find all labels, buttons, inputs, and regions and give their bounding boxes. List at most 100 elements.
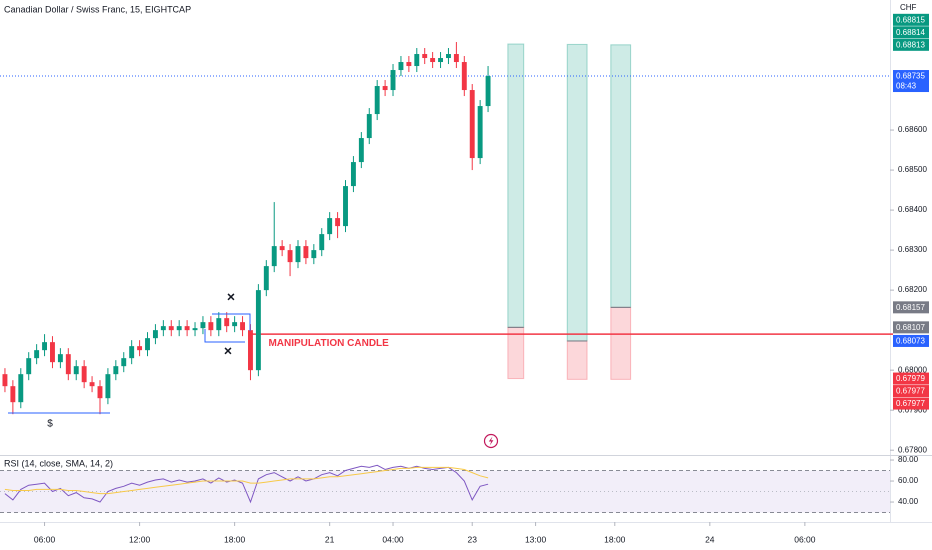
candle-body [2,374,8,387]
candle-body [65,354,71,375]
x-marker: × [224,343,232,359]
price-badge [893,301,929,314]
rsi-title: RSI (14, close, SMA, 14, 2) [4,458,113,468]
candle-body [382,86,388,91]
candle-body [97,386,103,399]
price-badge-label: 0.68073 [896,337,925,346]
candle-body [216,318,222,331]
candle-body [152,330,158,339]
candle-body [73,366,79,375]
candle-body [335,218,341,227]
candle-body [50,342,55,363]
candle-body [287,250,293,263]
candle-body [295,246,301,263]
x-tick-label: 18:00 [224,534,246,544]
last-price-badge [893,70,929,93]
x-tick-label: 24 [705,534,715,544]
candle-body [477,106,483,159]
y-tick-label: 0.67900 [898,405,927,414]
position-profit [566,43,588,342]
price-badge [893,385,929,398]
x-tick-label: 06:00 [34,534,56,544]
price-badge-label: 0.68815 [896,15,925,24]
position-loss [507,326,525,380]
candle-body [461,62,467,91]
y-tick-label: 0.68600 [898,125,927,134]
countdown-label: 08:43 [896,82,917,91]
candle-body [430,58,436,63]
candle-body [358,138,364,163]
candle-body [414,54,420,67]
price-badge [893,38,929,51]
candle-body [390,70,396,91]
candle-body [350,162,356,187]
position-loss [566,340,588,380]
candle-body [34,350,40,359]
candle-body [137,346,143,351]
candle-body [81,366,87,383]
candle-body [192,328,198,331]
range-box-bottom [204,329,245,343]
candle-body [446,54,451,59]
price-badge [893,13,929,26]
price-badge [893,372,929,385]
candle-body [145,338,150,351]
candle-body [184,326,190,331]
candle-body [200,322,206,329]
candle-body [208,322,214,331]
x-tick-label: 04:00 [382,534,404,544]
price-badge-label: 0.67979 [896,374,925,383]
candle-body [271,246,277,267]
candle-body [263,266,269,291]
x-marker: × [227,289,235,305]
candle-body [469,90,475,159]
candle-body [105,374,111,399]
candle-body [279,246,285,251]
candle-body [121,358,127,367]
position-loss [610,306,632,380]
plot: MANIPULATION CANDLE [0,42,893,415]
x-tick-label: 21 [325,534,335,544]
price-badge-label: 0.68157 [896,303,925,312]
y-tick-label: 80.00 [898,455,919,464]
y-tick-label: 0.67800 [898,445,927,454]
price-badge [893,26,929,39]
candle-body [406,62,412,67]
x-tick-label: 12:00 [129,534,151,544]
candle-body [366,114,372,139]
candle-body [176,326,182,331]
price-badge [893,321,929,334]
event-icon [483,433,499,449]
y-tick-label: 0.68400 [898,205,927,214]
y-tick-label: 0.68000 [898,365,927,374]
price-badge-label: 0.68813 [896,40,925,49]
candle-body [319,234,325,251]
x-tick-label: 23 [467,534,477,544]
price-badge-label: 0.68814 [896,28,925,37]
candle-body [311,250,317,259]
price-badge-label: 0.68107 [896,323,925,332]
y-tick-label: 0.68300 [898,245,927,254]
candle-body [374,86,380,115]
candle-body [303,246,309,259]
candle-body [485,76,491,107]
dollar-marker: $ [47,419,53,430]
rsi-sma-line [4,466,489,495]
candle-body [160,326,166,331]
candle-body [168,326,174,331]
candle-body [89,382,95,387]
candle-body [26,358,32,375]
chart-title: Canadian Dollar / Swiss Franc, 15, EIGHT… [4,4,191,14]
annotation-text: MANIPULATION CANDLE [268,338,389,349]
range-box-top [212,313,251,331]
candle-body [224,318,230,327]
last-price-label: 0.68735 [896,72,925,81]
candle-body [343,186,348,227]
position-profit [610,44,632,308]
candle-body [42,342,48,351]
candle-body [113,366,119,375]
candle-body [398,62,404,71]
y-tick-label: 0.68200 [898,285,927,294]
axis-unit: CHF [900,3,917,12]
